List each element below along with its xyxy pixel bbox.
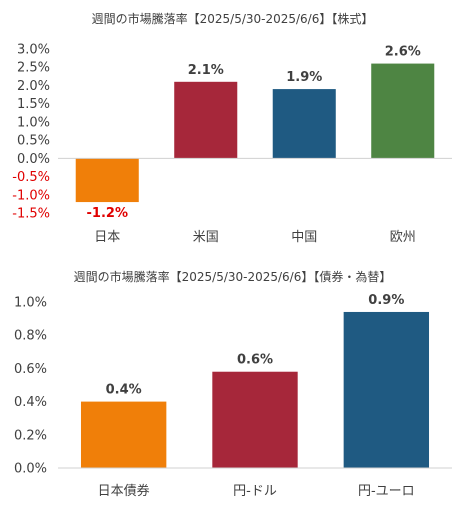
data-label: 2.6%: [385, 45, 421, 60]
y-tick-label: 3.0%: [17, 43, 50, 58]
y-tick-label: 0.0%: [14, 462, 47, 477]
bar-1: [212, 371, 298, 468]
bar-1: [174, 81, 238, 159]
y-tick-label: 1.0%: [17, 115, 50, 130]
y-tick-label: 1.0%: [14, 296, 47, 311]
y-tick-label: 2.5%: [17, 61, 50, 76]
data-label: 0.9%: [368, 293, 404, 308]
y-tick-label: 0.6%: [14, 362, 47, 377]
y-tick-label: 1.5%: [17, 97, 50, 112]
data-label: 0.6%: [237, 353, 273, 368]
bar-0: [75, 158, 139, 203]
data-label: -1.2%: [87, 206, 128, 221]
data-label: 0.4%: [106, 383, 142, 398]
y-tick-label: 0.8%: [14, 329, 47, 344]
category-label: 欧州: [390, 230, 416, 245]
category-label: 円-ユーロ: [358, 484, 415, 499]
stock-returns-plot: 3.0% 2.5% 2.0% 1.5% 1.0% 0.5% 0.0% -0.5% -1.0% -1…: [12, 43, 452, 245]
bar-2: [272, 89, 336, 159]
y-tick-label: 0.0%: [17, 152, 50, 167]
stock-returns-chart: 週間の市場騰落率【2025/5/30-2025/6/6】【株式】 3.0% 2.5…: [0, 0, 465, 250]
y-tick-label: 0.5%: [17, 134, 50, 149]
y-tick-label: 0.4%: [14, 395, 47, 410]
chart-title: 週間の市場騰落率【2025/5/30-2025/6/6】【株式】: [91, 12, 374, 26]
category-label: 日本: [94, 230, 120, 245]
y-tick-label: 2.0%: [17, 79, 50, 94]
bond-fx-returns-chart: 週間の市場騰落率【2025/5/30-2025/6/6】【債券・為替】 1.0%…: [0, 258, 465, 509]
category-label: 米国: [193, 230, 219, 245]
y-tick-label: -1.5%: [12, 207, 50, 222]
bond-fx-returns-plot: 1.0% 0.8% 0.6% 0.4% 0.2% 0.0% 0.4% 日本債券 0.6% 円-ドル…: [14, 293, 452, 499]
category-label: 円-ドル: [233, 484, 277, 499]
chart-title: 週間の市場騰落率【2025/5/30-2025/6/6】【債券・為替】: [73, 270, 392, 284]
y-tick-label: -1.0%: [12, 188, 50, 203]
category-label: 中国: [291, 230, 317, 245]
data-label: 2.1%: [188, 63, 224, 78]
y-tick-label: -0.5%: [12, 170, 50, 185]
bar-3: [371, 63, 435, 159]
bar-0: [80, 401, 167, 468]
data-label: 1.9%: [286, 70, 322, 85]
y-tick-label: 0.2%: [14, 428, 47, 443]
category-label: 日本債券: [98, 483, 150, 499]
bar-2: [343, 311, 430, 468]
